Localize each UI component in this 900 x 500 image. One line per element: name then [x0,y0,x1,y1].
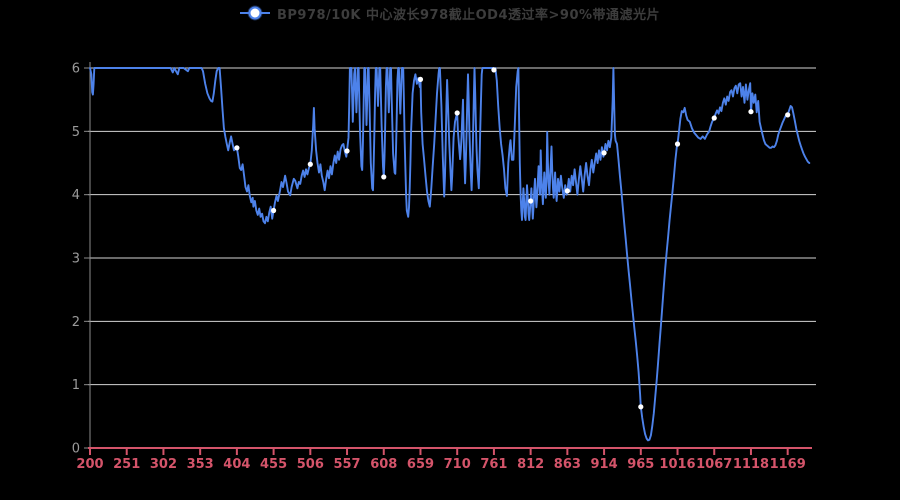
data-point-marker[interactable] [601,150,607,156]
data-point-marker[interactable] [454,110,460,116]
x-tick-label: 1016 [659,457,695,472]
legend-label: BP978/10K 中心波长978截止OD4透过率>90%带通滤光片 [276,7,661,23]
data-point-marker[interactable] [344,148,350,154]
x-tick-label: 455 [260,457,287,472]
x-tick-label: 608 [370,457,397,472]
x-tick-label: 761 [480,457,507,472]
data-point-marker[interactable] [785,112,791,118]
y-tick-label: 1 [72,378,80,393]
data-point-marker[interactable] [674,141,681,147]
x-tick-label: 914 [591,457,618,472]
data-point-marker[interactable] [307,161,313,167]
data-point-marker[interactable] [417,76,424,82]
legend-line-marker-icon [239,6,270,20]
x-tick-label: 506 [297,457,324,472]
x-tick-label: 1118 [733,457,769,472]
x-tick-label: 812 [517,457,544,472]
data-point-marker[interactable] [638,404,644,410]
y-tick-label: 5 [72,125,80,140]
data-point-marker[interactable] [381,174,387,180]
data-point-marker[interactable] [271,207,277,214]
legend-item[interactable]: BP978/10K 中心波长978截止OD4透过率>90%带通滤光片 [0,3,900,23]
legend-circle-icon [248,6,262,20]
x-tick-label: 1067 [696,457,732,472]
x-tick-label: 200 [76,457,103,472]
data-point-marker[interactable] [564,188,570,194]
data-point-marker[interactable] [748,109,754,115]
series-line[interactable] [89,67,811,442]
data-point-marker[interactable] [234,145,240,151]
x-tick-label: 965 [627,457,654,472]
x-tick-label: 659 [407,457,434,472]
x-tick-label: 251 [113,457,140,472]
x-tick-label: 863 [554,457,581,472]
x-tick-label: 557 [333,457,360,472]
data-point-marker[interactable] [491,67,497,73]
x-tick-label: 710 [444,457,471,472]
y-tick-label: 3 [72,252,80,267]
y-tick-label: 0 [72,442,80,457]
y-tick-label: 6 [72,62,80,77]
x-tick-label: 404 [223,457,250,472]
data-point-marker[interactable] [528,198,534,204]
y-tick-label: 4 [72,188,80,203]
x-tick-label: 302 [150,457,177,472]
x-tick-label: 1169 [770,457,806,472]
data-point-marker[interactable] [711,115,717,121]
x-tick-label: 353 [187,457,214,472]
y-tick-label: 2 [72,315,80,330]
